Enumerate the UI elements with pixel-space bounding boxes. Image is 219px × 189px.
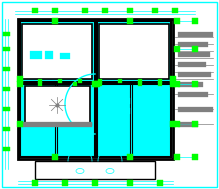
- Bar: [192, 81, 198, 87]
- Bar: [30, 51, 42, 59]
- Bar: [98, 79, 102, 83]
- Bar: [3, 32, 10, 36]
- Bar: [32, 180, 38, 186]
- Bar: [174, 46, 180, 52]
- Bar: [192, 154, 198, 160]
- Bar: [138, 79, 142, 83]
- Bar: [60, 53, 70, 59]
- Bar: [32, 8, 38, 13]
- Bar: [178, 62, 206, 67]
- Bar: [58, 79, 62, 83]
- Bar: [174, 18, 180, 24]
- Bar: [3, 147, 10, 151]
- Bar: [178, 52, 210, 57]
- Bar: [99, 24, 169, 79]
- Bar: [127, 154, 133, 160]
- Bar: [178, 32, 213, 37]
- Bar: [73, 82, 77, 86]
- Bar: [178, 107, 213, 112]
- Bar: [178, 82, 203, 87]
- Bar: [174, 154, 180, 160]
- Bar: [18, 19, 173, 159]
- Bar: [92, 81, 98, 87]
- Bar: [178, 122, 198, 127]
- Bar: [98, 84, 172, 157]
- Bar: [82, 8, 88, 13]
- Bar: [135, 108, 143, 114]
- Bar: [120, 98, 130, 104]
- Bar: [178, 92, 208, 97]
- Bar: [3, 127, 10, 131]
- Bar: [45, 51, 53, 59]
- Bar: [22, 122, 92, 127]
- Bar: [135, 98, 143, 104]
- Bar: [36, 162, 154, 178]
- Ellipse shape: [76, 169, 84, 174]
- Bar: [52, 18, 58, 24]
- Bar: [192, 18, 198, 24]
- Bar: [78, 79, 82, 83]
- Bar: [127, 18, 133, 24]
- Bar: [3, 47, 10, 51]
- Bar: [20, 21, 95, 81]
- Bar: [98, 21, 172, 81]
- Bar: [174, 81, 180, 87]
- Bar: [178, 72, 211, 77]
- Bar: [172, 8, 178, 13]
- Bar: [20, 84, 95, 157]
- Bar: [138, 82, 142, 86]
- Bar: [158, 82, 162, 86]
- Bar: [62, 180, 68, 186]
- Bar: [170, 81, 176, 87]
- Bar: [23, 25, 91, 78]
- Bar: [127, 8, 133, 13]
- Bar: [25, 86, 90, 124]
- Bar: [17, 81, 23, 87]
- Bar: [38, 79, 42, 83]
- Bar: [98, 82, 102, 86]
- Bar: [105, 98, 113, 104]
- Bar: [158, 79, 162, 83]
- Bar: [102, 8, 108, 13]
- Bar: [127, 180, 133, 186]
- Bar: [35, 161, 155, 179]
- Bar: [3, 67, 10, 71]
- Bar: [52, 8, 58, 13]
- Bar: [118, 79, 122, 83]
- Bar: [174, 121, 180, 127]
- Bar: [152, 8, 158, 13]
- Bar: [22, 24, 92, 79]
- Bar: [192, 121, 198, 127]
- Bar: [20, 21, 171, 157]
- Bar: [17, 76, 23, 82]
- Bar: [38, 82, 42, 86]
- Bar: [100, 25, 168, 77]
- Bar: [92, 180, 98, 186]
- Bar: [3, 107, 10, 111]
- Bar: [157, 180, 163, 186]
- Bar: [94, 81, 100, 87]
- Bar: [17, 121, 23, 127]
- Bar: [170, 121, 176, 127]
- Bar: [192, 46, 198, 52]
- Bar: [105, 108, 113, 114]
- Ellipse shape: [106, 169, 114, 174]
- Bar: [120, 108, 130, 114]
- Bar: [52, 154, 58, 160]
- Bar: [3, 87, 10, 91]
- Bar: [178, 42, 208, 47]
- Bar: [170, 76, 176, 82]
